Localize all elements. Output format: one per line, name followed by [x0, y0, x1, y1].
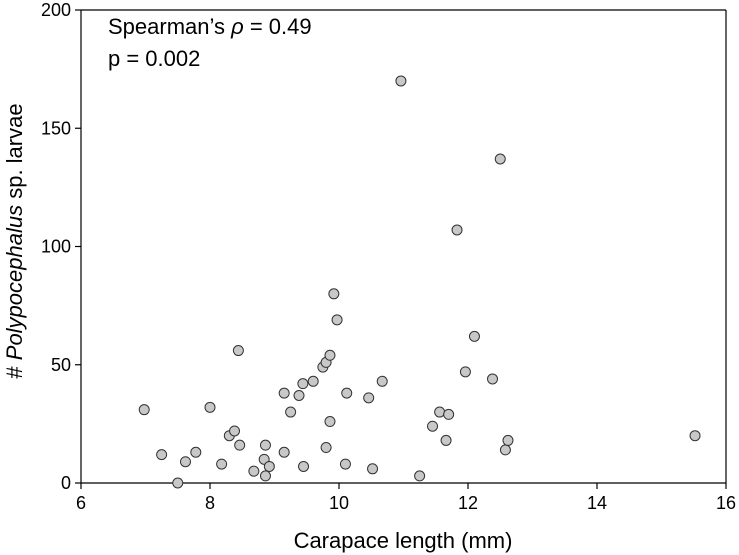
data-point — [459, 366, 471, 378]
data-point — [297, 378, 309, 390]
y-tick-label: 150 — [41, 118, 71, 138]
spearman-annotation: Spearman’s ρ = 0.49 — [108, 14, 312, 39]
data-point — [324, 416, 336, 428]
stat-symbol: ρ — [230, 14, 244, 39]
data-point — [285, 406, 297, 418]
data-point — [278, 446, 290, 458]
data-point — [307, 375, 319, 387]
data-point — [172, 477, 184, 489]
data-point — [341, 387, 353, 399]
y-tick-label: 200 — [41, 0, 71, 20]
stat-prefix: Spearman’s — [108, 14, 231, 39]
data-point — [451, 224, 463, 236]
data-point — [434, 406, 446, 418]
x-tick-label: 10 — [329, 493, 349, 513]
y-tick-label: 50 — [51, 355, 71, 375]
data-point — [468, 330, 480, 342]
data-point — [499, 444, 511, 456]
data-point — [440, 434, 452, 446]
data-point — [487, 373, 499, 385]
x-tick-label: 16 — [716, 493, 736, 513]
data-point — [328, 288, 340, 300]
x-axis-title: Carapace length (mm) — [294, 528, 513, 553]
data-points — [138, 75, 701, 489]
data-point — [234, 439, 246, 451]
data-point — [320, 442, 332, 454]
data-point — [324, 349, 336, 361]
y-axis-title-suffix: sp. larvae — [2, 103, 27, 205]
data-point — [216, 458, 228, 470]
x-tick-label: 8 — [205, 493, 215, 513]
x-ticks: 6 8 10 12 14 16 — [76, 483, 736, 513]
data-point — [259, 470, 271, 482]
stat-suffix: = 0.49 — [244, 14, 312, 39]
data-point — [414, 470, 426, 482]
y-axis-title-prefix: # — [2, 360, 27, 378]
data-point — [298, 460, 310, 472]
data-point — [229, 425, 241, 437]
data-point — [190, 446, 202, 458]
data-point — [363, 392, 375, 404]
x-tick-label: 12 — [458, 493, 478, 513]
data-point — [502, 434, 514, 446]
y-tick-label: 0 — [61, 473, 71, 493]
data-point — [259, 439, 271, 451]
data-point — [367, 463, 379, 475]
data-point — [689, 430, 701, 442]
data-point — [395, 75, 407, 87]
y-tick-label: 100 — [41, 237, 71, 257]
data-point — [427, 420, 439, 432]
data-point — [263, 460, 275, 472]
data-point — [293, 389, 305, 401]
data-point — [232, 345, 244, 357]
data-point — [376, 375, 388, 387]
data-point — [138, 404, 150, 416]
data-point — [179, 456, 191, 468]
x-tick-label: 6 — [76, 493, 86, 513]
data-point — [278, 387, 290, 399]
data-point — [339, 458, 351, 470]
y-axis-title-italic: Polypocephalus — [2, 205, 27, 360]
data-point — [443, 408, 455, 420]
data-point — [248, 465, 260, 477]
data-point — [331, 314, 343, 326]
data-point — [494, 153, 506, 165]
x-tick-label: 14 — [587, 493, 607, 513]
y-ticks: 0 50 100 150 200 — [41, 0, 81, 493]
data-point — [156, 449, 168, 461]
data-point — [204, 401, 216, 413]
p-value-annotation: p = 0.002 — [108, 46, 200, 71]
y-axis-title: # Polypocephalus sp. larvae — [2, 103, 27, 378]
